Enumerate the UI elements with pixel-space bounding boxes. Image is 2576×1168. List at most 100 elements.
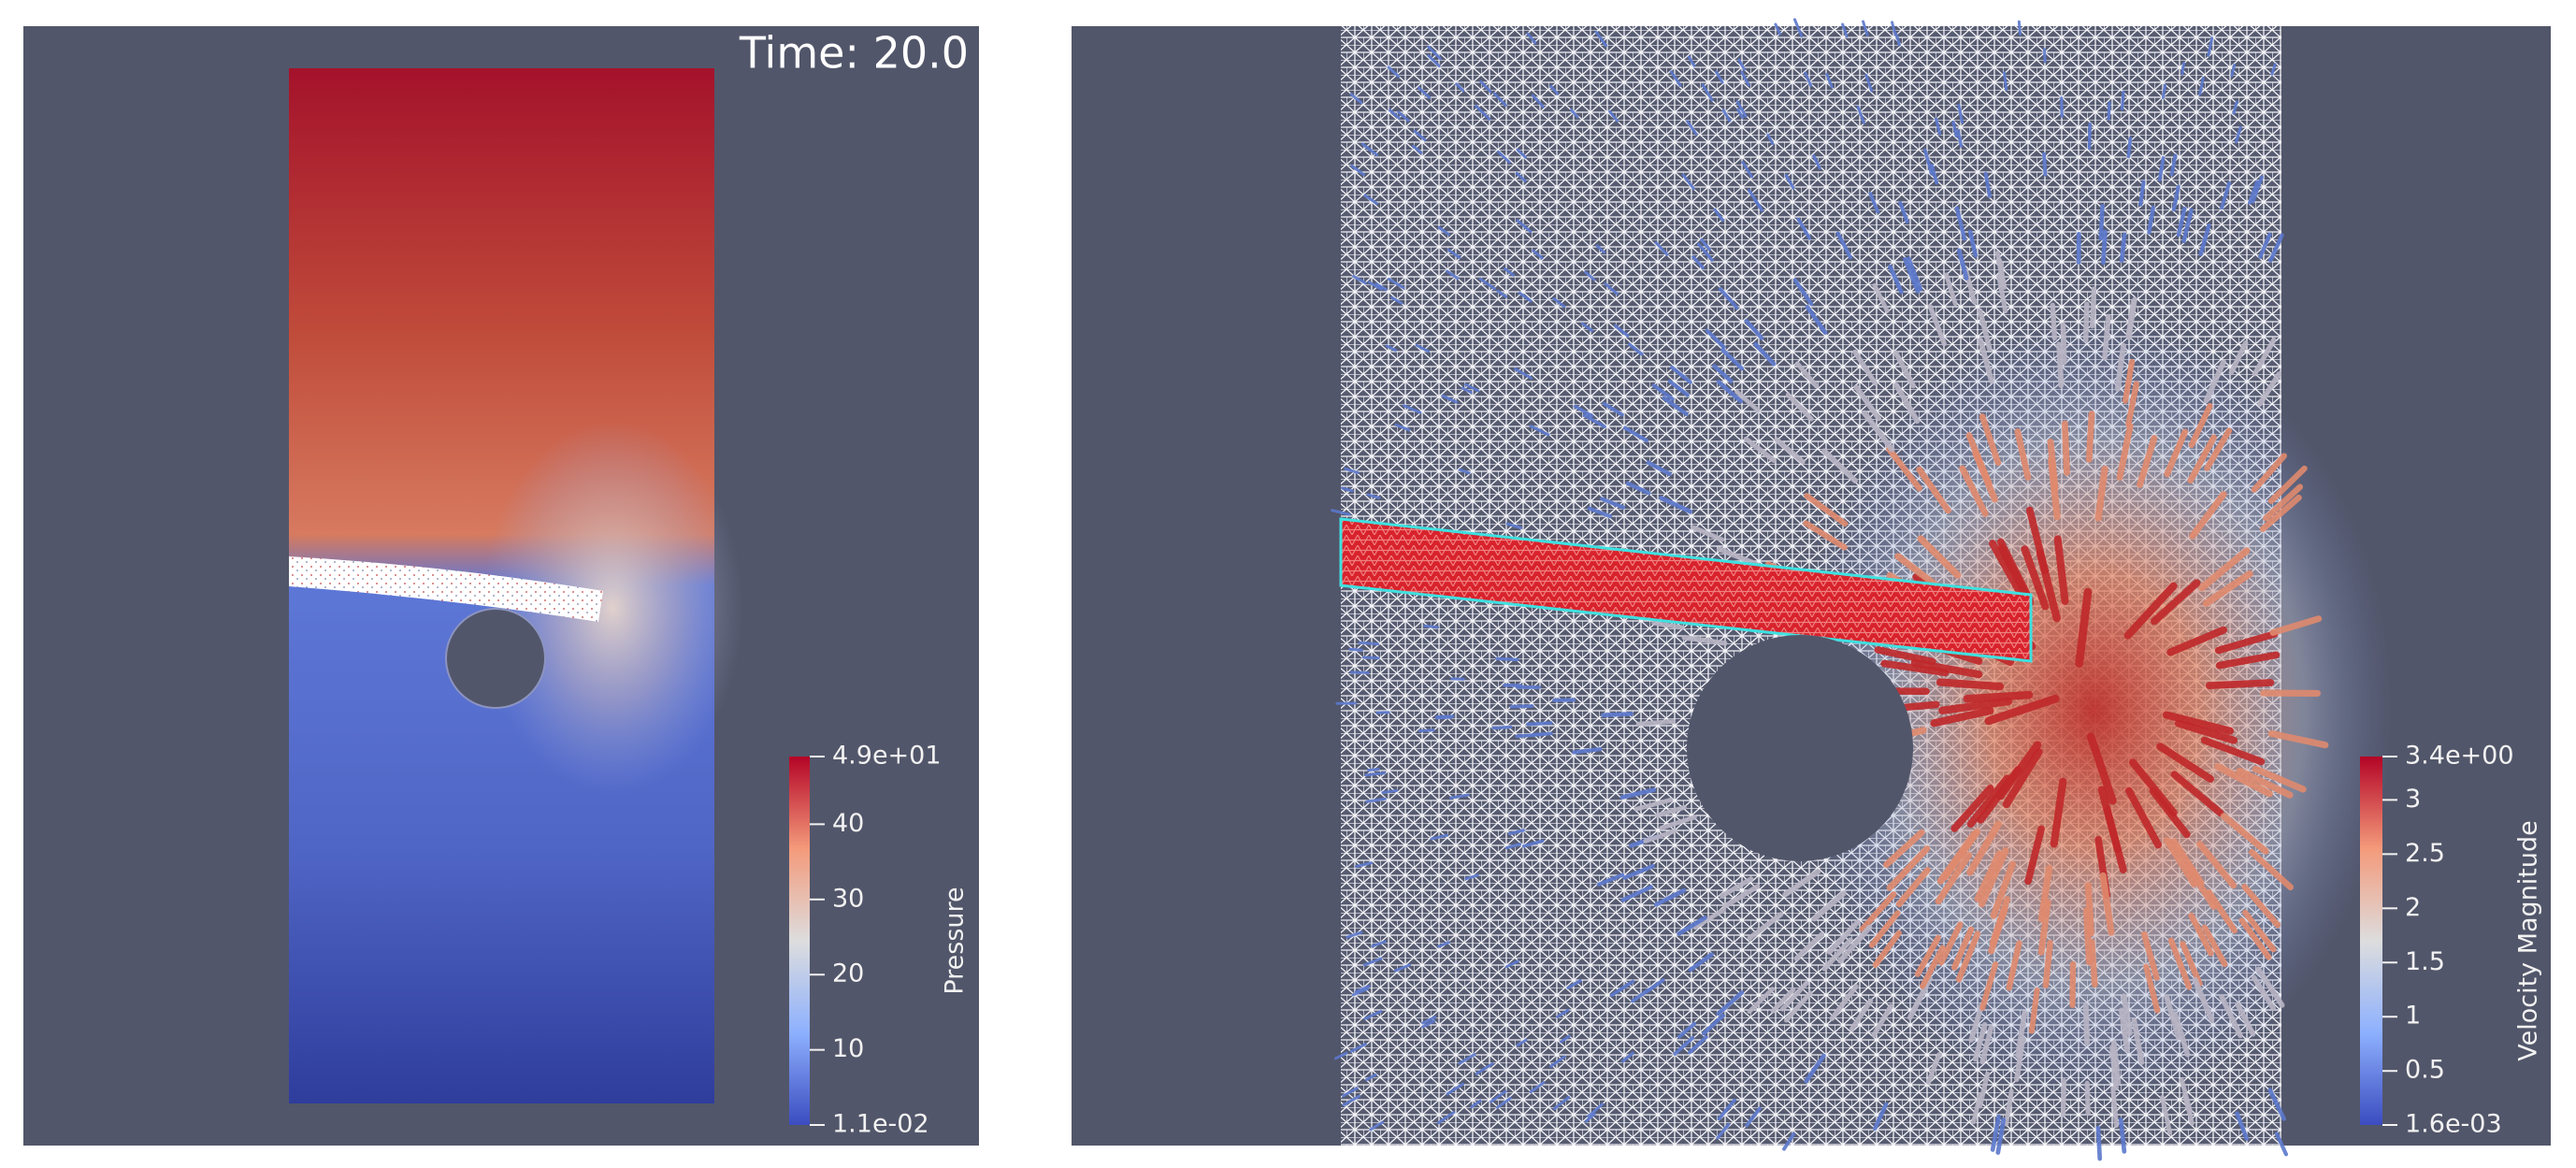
velocity-glyph xyxy=(2124,786,2163,849)
velocity-glyph xyxy=(1677,916,1707,936)
velocity-glyph xyxy=(2116,423,2134,482)
velocity-glyph xyxy=(2252,337,2277,377)
velocity-glyph xyxy=(1891,21,1897,36)
velocity-glyph xyxy=(2198,77,2205,96)
velocity-glyph xyxy=(1686,120,1698,136)
velocity-glyph xyxy=(1687,55,1696,67)
velocity-glyph xyxy=(2149,787,2191,839)
velocity-glyph xyxy=(2235,1002,2256,1037)
velocity-glyph xyxy=(2198,223,2211,256)
velocity-glyph xyxy=(1505,522,1522,529)
velocity-glyph xyxy=(1935,117,1942,136)
velocity-glyph xyxy=(1712,364,1734,383)
velocity-glyph xyxy=(1367,281,1383,291)
velocity-glyph xyxy=(1722,884,1761,909)
velocity-glyph xyxy=(1461,386,1473,395)
velocity-glyph xyxy=(2207,36,2214,57)
velocity-glyph xyxy=(2163,711,2235,735)
velocity-glyph xyxy=(2014,1036,2026,1083)
velocity-glyph xyxy=(1464,873,1479,881)
velocity-glyph xyxy=(2004,1089,2014,1127)
velocity-glyph xyxy=(1938,697,2013,714)
velocity-glyph xyxy=(1835,231,1853,260)
velocity-glyph xyxy=(1352,274,1367,285)
velocity-glyph xyxy=(1594,30,1608,48)
velocity-glyph xyxy=(2164,837,2198,887)
velocity-glyph xyxy=(1526,32,1537,45)
colorbar-tick-label: 0.5 xyxy=(2405,1056,2445,1085)
velocity-glyph xyxy=(2241,883,2281,929)
velocity-glyph xyxy=(2268,233,2284,263)
velocity-glyph xyxy=(1509,704,1534,709)
velocity-glyph xyxy=(2203,359,2226,404)
velocity-glyph xyxy=(1529,1081,1546,1094)
velocity-glyph xyxy=(1358,641,1380,646)
velocity-glyph xyxy=(1415,343,1430,353)
velocity-glyph xyxy=(1745,1106,1762,1128)
velocity-glyph xyxy=(2267,729,2329,749)
velocity-glyph xyxy=(1716,1122,1731,1140)
velocity-glyph xyxy=(1951,120,1958,137)
velocity-glyph xyxy=(1654,240,1669,256)
velocity-glyph xyxy=(1774,437,1806,465)
velocity-glyph xyxy=(1883,829,1925,869)
colorbar-tick-label: 3 xyxy=(2405,785,2421,814)
velocity-glyph xyxy=(1628,342,1644,356)
velocity-glyph xyxy=(2107,101,2111,121)
velocity-glyph xyxy=(1792,278,1814,307)
velocity-glyph xyxy=(1774,22,1782,36)
velocity-glyph xyxy=(1667,379,1690,397)
velocity-glyph xyxy=(1716,546,1759,567)
velocity-glyph xyxy=(2042,151,2048,177)
velocity-glyph xyxy=(1705,328,1726,350)
colorbar xyxy=(2360,757,2382,1125)
velocity-glyph xyxy=(1609,979,1635,998)
velocity-glyph xyxy=(1794,361,1820,389)
colorbar-tick-label: 40 xyxy=(832,809,864,838)
velocity-glyph xyxy=(1556,1008,1570,1018)
velocity-glyph xyxy=(1413,129,1427,141)
velocity-glyph xyxy=(1966,774,2011,829)
velocity-glyph xyxy=(2187,434,2217,484)
velocity-glyph xyxy=(2028,987,2040,1034)
colorbar-tick-label: 1 xyxy=(2405,1002,2421,1031)
velocity-glyph xyxy=(1381,788,1399,795)
velocity-glyph xyxy=(1421,1019,1436,1029)
velocity-glyph xyxy=(1766,133,1775,146)
velocity-glyph xyxy=(1393,963,1412,973)
velocity-glyph xyxy=(1734,389,1761,413)
velocity-glyph xyxy=(2181,1092,2195,1126)
velocity-glyph xyxy=(2017,20,2022,36)
velocity-glyph xyxy=(1436,1111,1456,1125)
velocity-glyph xyxy=(1688,952,1714,973)
velocity-glyph xyxy=(2138,180,2146,207)
velocity-glyph xyxy=(2214,630,2279,655)
velocity-glyph xyxy=(1659,815,1697,831)
velocity-glyph xyxy=(1968,1002,1985,1043)
velocity-glyph xyxy=(1504,843,1522,850)
velocity-glyph xyxy=(2232,100,2238,115)
velocity-glyph xyxy=(1910,658,1983,679)
velocity-glyph xyxy=(1389,108,1401,120)
velocity-glyph xyxy=(1446,248,1461,259)
velocity-glyph xyxy=(1849,998,1874,1032)
velocity-glyph xyxy=(1645,978,1665,994)
velocity-glyph xyxy=(1886,845,1931,891)
velocity-glyph xyxy=(1619,787,1657,800)
velocity-glyph xyxy=(2181,208,2194,244)
velocity-glyph xyxy=(1681,173,1695,191)
velocity-glyph xyxy=(2184,863,2218,910)
velocity-glyph xyxy=(1935,851,1973,905)
velocity-glyph xyxy=(1516,148,1527,159)
velocity-glyph xyxy=(1681,635,1728,646)
velocity-glyph xyxy=(2121,993,2133,1036)
velocity-glyph xyxy=(1495,656,1519,662)
velocity-glyph xyxy=(1662,396,1689,416)
velocity-glyph xyxy=(2263,483,2304,522)
velocity-glyph xyxy=(2100,229,2108,266)
velocity-glyph xyxy=(1737,58,1746,71)
velocity-glyph xyxy=(1930,707,1994,728)
velocity-glyph xyxy=(1346,930,1363,939)
velocity-glyph xyxy=(1653,887,1687,907)
velocity-glyph xyxy=(1995,1118,2007,1155)
